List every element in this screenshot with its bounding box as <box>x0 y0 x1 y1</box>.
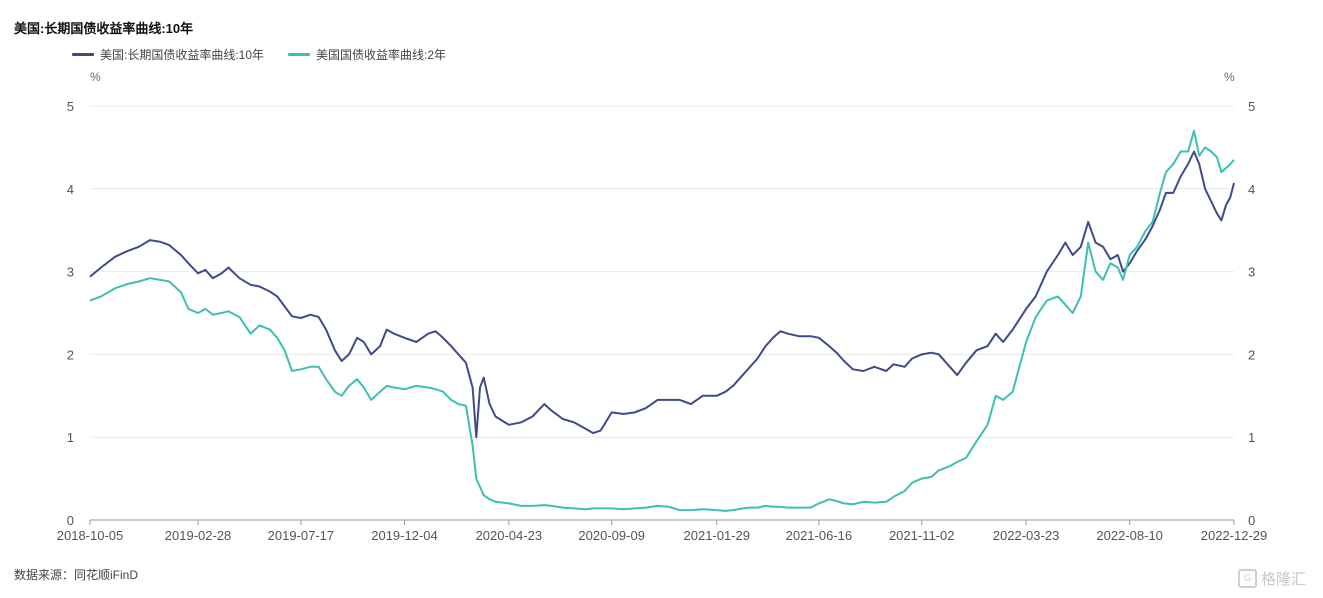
chart-legend: 美国:长期国债收益率曲线:10年 美国国债收益率曲线:2年 <box>72 46 446 63</box>
chart-title: 美国:长期国债收益率曲线:10年 <box>14 21 194 36</box>
y-tick-label-right: 2 <box>1248 347 1255 362</box>
y-tick-label-right: 1 <box>1248 430 1255 445</box>
y-tick-label-left: 0 <box>67 513 74 528</box>
x-tick-label: 2019-07-17 <box>268 528 335 543</box>
legend-swatch-2y <box>288 53 311 56</box>
y-tick-label-left: 1 <box>67 430 74 445</box>
legend-item-2y[interactable]: 美国国债收益率曲线:2年 <box>288 46 446 63</box>
y-axis-unit-left: % <box>90 70 101 84</box>
y-tick-label-right: 4 <box>1248 182 1255 197</box>
x-tick-label: 2022-08-10 <box>1096 528 1163 543</box>
y-tick-label-right: 5 <box>1248 99 1255 114</box>
y-tick-label-left: 4 <box>67 182 74 197</box>
x-tick-label: 2021-11-02 <box>889 528 955 543</box>
grid-lines <box>90 105 1234 521</box>
y-axis-right: 0 1 2 3 4 5 <box>1248 99 1255 528</box>
legend-item-10y[interactable]: 美国:长期国债收益率曲线:10年 <box>72 46 264 63</box>
watermark-icon: G <box>1238 569 1257 588</box>
x-tick-label: 2022-03-23 <box>993 528 1060 543</box>
y-tick-label-left: 3 <box>67 265 74 280</box>
series-line-10y <box>89 150 1235 439</box>
x-tick-label: 2020-04-23 <box>476 528 543 543</box>
y-tick-label-left: 2 <box>67 347 74 362</box>
x-tick-label: 2022-12-29 <box>1201 528 1268 543</box>
x-tick-label: 2019-02-28 <box>165 528 232 543</box>
legend-label-2y: 美国国债收益率曲线:2年 <box>316 48 447 62</box>
x-tick-label: 2019-12-04 <box>371 528 438 543</box>
data-source: 数据来源：同花顺iFinD <box>14 568 139 582</box>
legend-swatch-10y <box>72 53 94 56</box>
x-tick-label: 2020-09-09 <box>578 528 645 543</box>
watermark-text: 格隆汇 <box>1261 571 1307 588</box>
y-tick-label-left: 5 <box>67 99 74 114</box>
series-group <box>89 129 1235 512</box>
series-line-2y <box>89 129 1235 512</box>
y-tick-label-right: 0 <box>1248 513 1255 528</box>
y-axis-unit-right: % <box>1224 70 1235 84</box>
y-axis-left: 0 1 2 3 4 5 <box>67 99 74 528</box>
x-tick-label: 2018-10-05 <box>57 528 124 543</box>
x-tick-label: 2021-01-29 <box>684 528 751 543</box>
x-tick-label: 2021-06-16 <box>786 528 853 543</box>
y-tick-label-right: 3 <box>1248 265 1255 280</box>
legend-label-10y: 美国:长期国债收益率曲线:10年 <box>100 48 265 62</box>
watermark-logo: G 格隆汇 <box>1238 568 1306 589</box>
x-axis: 2018-10-05 2019-02-28 2019-07-17 2019-12-04… <box>57 520 1268 543</box>
